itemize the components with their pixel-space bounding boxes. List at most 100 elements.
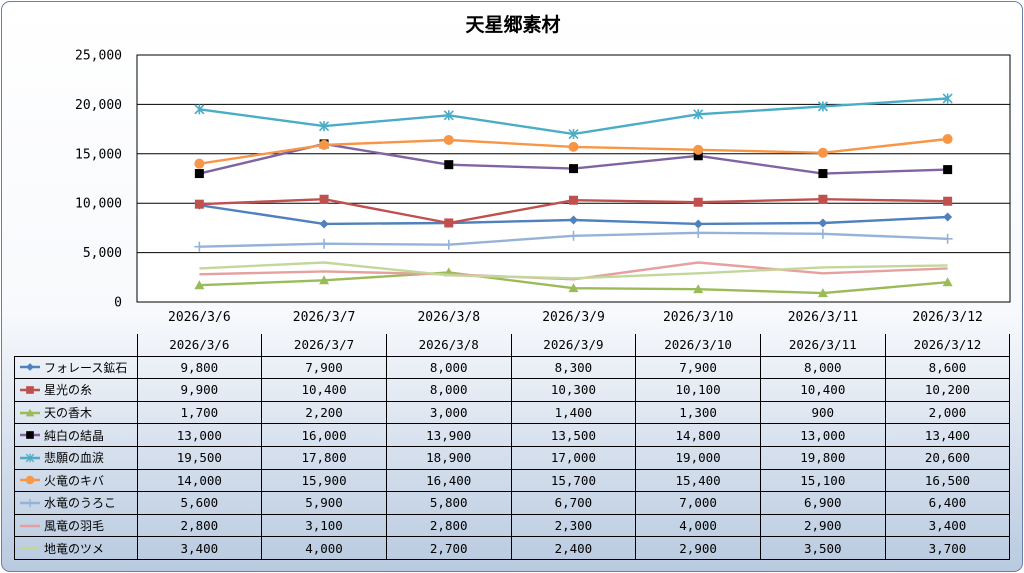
series-name: 水竜のうろこ <box>44 496 117 511</box>
table-cell: 4,000 <box>261 536 387 560</box>
legend-key <box>20 363 40 372</box>
table-cell: 2,800 <box>385 513 512 538</box>
table-cell: 19,800 <box>759 445 886 470</box>
series-name-cell: 星光の糸 <box>14 378 138 402</box>
table-cell: 2,400 <box>510 536 637 560</box>
series-name-cell: 地竜のツメ <box>14 536 138 560</box>
y-tick-label: 15,000 <box>75 147 122 162</box>
series-name: フォレース鉱石 <box>44 360 128 375</box>
table-column-header: 2026/3/8 <box>386 334 512 357</box>
table-cell: 16,000 <box>261 423 387 447</box>
table-cell: 2,700 <box>385 536 512 560</box>
table-row: 風竜の羽毛 2,800 3,100 2,800 2,300 4,000 2,900 3,400 <box>14 513 1011 538</box>
data-point <box>693 284 704 294</box>
table-row: 天の香木 1,700 2,200 3,000 1,400 1,300 900 2,000 <box>14 400 1011 425</box>
data-point <box>942 133 953 144</box>
table-cell: 10,100 <box>635 378 761 402</box>
data-point <box>693 219 703 229</box>
data-point <box>319 219 329 229</box>
table-cell: 19,500 <box>136 445 263 470</box>
series-name: 天の香木 <box>44 406 93 421</box>
data-point <box>26 431 34 439</box>
table-cell: 15,700 <box>510 468 637 493</box>
table-cell: 2,300 <box>510 513 637 538</box>
series-name: 悲願の血涙 <box>44 451 105 466</box>
data-point <box>194 104 205 115</box>
y-tick-label: 5,000 <box>83 246 122 261</box>
data-point <box>818 194 828 204</box>
data-point <box>817 101 828 112</box>
data-point <box>568 141 579 152</box>
legend-key <box>20 498 40 508</box>
table-cell: 13,900 <box>385 423 512 447</box>
series-name-cell: 悲願の血涙 <box>14 445 138 470</box>
table-row: 星光の糸 9,900 10,400 8,000 10,300 10,100 10,400 10… <box>14 378 1011 402</box>
table-cell: 16,400 <box>385 468 512 493</box>
series-5 <box>194 133 953 169</box>
table-cell: 19,000 <box>635 445 761 470</box>
table-column-header: 2026/3/7 <box>261 334 387 357</box>
data-point <box>25 476 35 485</box>
series-name-cell: 風竜の羽毛 <box>14 513 138 538</box>
data-point <box>25 408 35 416</box>
gridlines <box>136 54 1011 303</box>
data-point <box>194 199 204 209</box>
series-name-cell: 水竜のうろこ <box>14 491 138 515</box>
data-point <box>319 139 330 150</box>
table-cell: 10,400 <box>261 378 387 402</box>
data-point <box>817 288 828 298</box>
table-column-header: 2026/3/11 <box>760 334 886 357</box>
legend-key <box>20 408 40 416</box>
table-cell: 14,000 <box>136 468 263 493</box>
data-point <box>943 165 953 175</box>
data-point <box>443 134 454 145</box>
table-header-row: 2026/3/6 2026/3/7 2026/3/8 2026/3/9 2026/3/1… <box>14 334 1011 357</box>
table-cell: 8,600 <box>884 355 1011 380</box>
table-cell: 10,200 <box>884 378 1011 402</box>
data-point <box>444 160 454 170</box>
table-cell: 3,000 <box>385 400 512 425</box>
table-cell: 9,900 <box>136 378 263 402</box>
data-point <box>942 233 953 244</box>
series-1 <box>194 194 953 228</box>
series-name-cell: 純白の結晶 <box>14 423 138 447</box>
data-point <box>319 238 330 249</box>
data-point <box>693 197 703 207</box>
table-cell: 7,900 <box>261 355 387 380</box>
table-cell: 13,000 <box>759 423 886 447</box>
series-lines <box>194 93 953 298</box>
table-cell: 9,800 <box>136 355 263 380</box>
data-point <box>569 164 578 174</box>
table-cell: 2,800 <box>136 513 263 538</box>
table-cell: 3,500 <box>759 536 886 560</box>
table-cell: 900 <box>759 400 886 425</box>
table-cell: 2,900 <box>759 513 886 538</box>
table-cell: 5,900 <box>261 491 387 515</box>
table-cell: 3,400 <box>884 513 1011 538</box>
data-point <box>26 363 34 372</box>
plot-area <box>136 54 1011 303</box>
table-row: 水竜のうろこ 5,600 5,900 5,800 6,700 7,000 6,900 6,40… <box>14 491 1011 515</box>
data-table: 2026/3/6 2026/3/7 2026/3/8 2026/3/9 2026/3/1… <box>14 334 1011 560</box>
data-point <box>443 110 454 121</box>
table-row: 純白の結晶 13,000 16,000 13,900 13,500 14,800 13,00… <box>14 423 1011 447</box>
x-tick-label: 2026/3/10 <box>663 310 733 325</box>
table-cell: 13,000 <box>136 423 263 447</box>
table-cell: 15,100 <box>759 468 886 493</box>
series-name: 純白の結晶 <box>44 428 105 443</box>
data-point <box>194 280 205 290</box>
data-point <box>569 195 578 205</box>
table-corner <box>14 334 138 357</box>
table-cell: 8,000 <box>385 378 512 402</box>
y-tick-label: 25,000 <box>75 49 122 64</box>
data-point <box>26 386 34 394</box>
table-column-header: 2026/3/6 <box>137 334 263 357</box>
y-tick-label: 10,000 <box>75 197 122 212</box>
table-cell: 3,400 <box>136 536 263 560</box>
series-4 <box>194 93 953 140</box>
table-cell: 2,200 <box>261 400 387 425</box>
data-point <box>319 275 330 285</box>
y-tick-label: 20,000 <box>75 98 122 113</box>
table-cell: 6,700 <box>510 491 637 515</box>
legend-key <box>20 453 40 463</box>
